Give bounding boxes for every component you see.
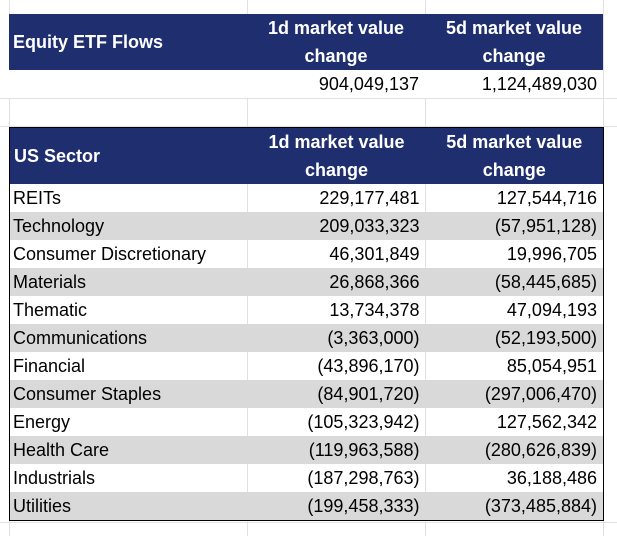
equity-5d-header-line2: change: [482, 46, 546, 66]
sector-name-cell[interactable]: Utilities: [9, 492, 248, 521]
sector-name-cell[interactable]: Thematic: [13, 300, 88, 320]
equity-5d-header[interactable]: 5d market value change: [425, 14, 603, 70]
sector-5d-header-line1: 5d market value: [446, 132, 583, 152]
equity-1d-header[interactable]: 1d market value change: [247, 14, 425, 70]
sector-1d-value-cell[interactable]: 26,868,366: [247, 268, 426, 296]
equity-5d-value[interactable]: 1,124,489,030: [425, 70, 603, 98]
table-row: Consumer Discretionary 46,301,849 19,996,7…: [10, 240, 604, 268]
equity-values-row: 904,049,137 1,124,489,030: [9, 70, 603, 98]
sector-1d-header-line1: 1d market value: [268, 132, 405, 152]
sector-name-cell[interactable]: Health Care: [9, 436, 248, 464]
sector-1d-value-cell[interactable]: (105,323,942): [307, 412, 420, 432]
table-row: Communications (3,363,000) (52,193,500): [9, 324, 604, 352]
sector-1d-value-cell[interactable]: (119,963,588): [247, 436, 426, 464]
gridline: [0, 522, 617, 523]
equity-1d-header-line1: 1d market value: [267, 18, 405, 38]
sector-1d-header-line2: change: [304, 160, 369, 180]
sector-1d-value-cell[interactable]: (84,901,720): [247, 380, 426, 408]
sector-1d-value-cell[interactable]: 13,734,378: [329, 300, 420, 320]
sector-name-cell[interactable]: Technology: [9, 212, 248, 240]
sector-5d-value-cell[interactable]: 127,544,716: [496, 188, 597, 208]
sector-5d-value-cell[interactable]: 19,996,705: [506, 244, 597, 264]
sector-name-cell[interactable]: REITs: [13, 188, 62, 208]
table-row: Health Care (119,963,588) (280,626,839): [9, 436, 604, 464]
sector-name-cell[interactable]: Industrials: [13, 468, 96, 488]
equity-empty-cell[interactable]: [9, 70, 247, 98]
sector-1d-value-cell[interactable]: (43,896,170): [317, 356, 420, 376]
equity-title[interactable]: Equity ETF Flows: [9, 14, 247, 70]
sector-5d-value-cell[interactable]: (57,951,128): [425, 212, 604, 240]
sector-5d-value-cell[interactable]: 127,562,342: [496, 412, 597, 432]
sector-5d-value-cell[interactable]: (52,193,500): [425, 324, 604, 352]
equity-etf-flows-table: Equity ETF Flows 1d market value change …: [9, 14, 603, 98]
table-row: REITs 229,177,481 127,544,716: [10, 184, 604, 212]
table-row: Technology 209,033,323 (57,951,128): [9, 212, 604, 240]
sector-title[interactable]: US Sector: [9, 127, 248, 184]
gridline: [0, 98, 617, 99]
sector-name-cell[interactable]: Energy: [13, 412, 71, 432]
sector-1d-header[interactable]: 1d market value change: [247, 127, 426, 184]
gridline: [0, 126, 617, 127]
sector-5d-value-cell[interactable]: 47,094,193: [506, 300, 597, 320]
table-row: Energy (105,323,942) 127,562,342: [10, 408, 604, 436]
table-row: Financial (43,896,170) 85,054,951: [10, 352, 604, 380]
sector-1d-value-cell[interactable]: (187,298,763): [307, 468, 420, 488]
sector-1d-value-cell[interactable]: 46,301,849: [329, 244, 420, 264]
sector-5d-value-cell[interactable]: (280,626,839): [425, 436, 604, 464]
table-row: Thematic 13,734,378 47,094,193: [10, 296, 604, 324]
sector-5d-header-line2: change: [482, 160, 546, 180]
sector-5d-value-cell[interactable]: (373,485,884): [425, 492, 604, 521]
equity-1d-header-line2: change: [304, 46, 368, 66]
equity-header-row: Equity ETF Flows 1d market value change …: [9, 14, 603, 70]
sector-5d-value-cell[interactable]: 36,188,486: [506, 468, 597, 488]
sector-5d-value-cell[interactable]: (297,006,470): [425, 380, 604, 408]
sector-5d-value-cell[interactable]: (58,445,685): [425, 268, 604, 296]
sector-1d-value-cell[interactable]: 229,177,481: [319, 188, 420, 208]
sector-name-cell[interactable]: Financial: [13, 356, 86, 376]
table-row: Industrials (187,298,763) 36,188,486: [10, 464, 604, 492]
sector-5d-header[interactable]: 5d market value change: [425, 127, 604, 184]
table-row: Utilities (199,458,333) (373,485,884): [9, 492, 604, 521]
sector-1d-value-cell[interactable]: (199,458,333): [247, 492, 426, 521]
sector-name-cell[interactable]: Consumer Staples: [9, 380, 248, 408]
sector-name-cell[interactable]: Communications: [9, 324, 248, 352]
sector-header-row: US Sector 1d market value change 5d mark…: [9, 127, 604, 184]
equity-1d-value[interactable]: 904,049,137: [247, 70, 425, 98]
sector-rows: REITs 229,177,481 127,544,716 Technology 209…: [9, 184, 604, 521]
table-row: Materials 26,868,366 (58,445,685): [9, 268, 604, 296]
sector-5d-value-cell[interactable]: 85,054,951: [506, 356, 597, 376]
sector-name-cell[interactable]: Materials: [9, 268, 248, 296]
sector-name-cell[interactable]: Consumer Discretionary: [13, 244, 207, 264]
us-sector-table: US Sector 1d market value change 5d mark…: [9, 127, 604, 521]
table-row: Consumer Staples (84,901,720) (297,006,470…: [9, 380, 604, 408]
sector-1d-value-cell[interactable]: 209,033,323: [247, 212, 426, 240]
sector-1d-value-cell[interactable]: (3,363,000): [247, 324, 426, 352]
equity-5d-header-line1: 5d market value: [445, 18, 583, 38]
